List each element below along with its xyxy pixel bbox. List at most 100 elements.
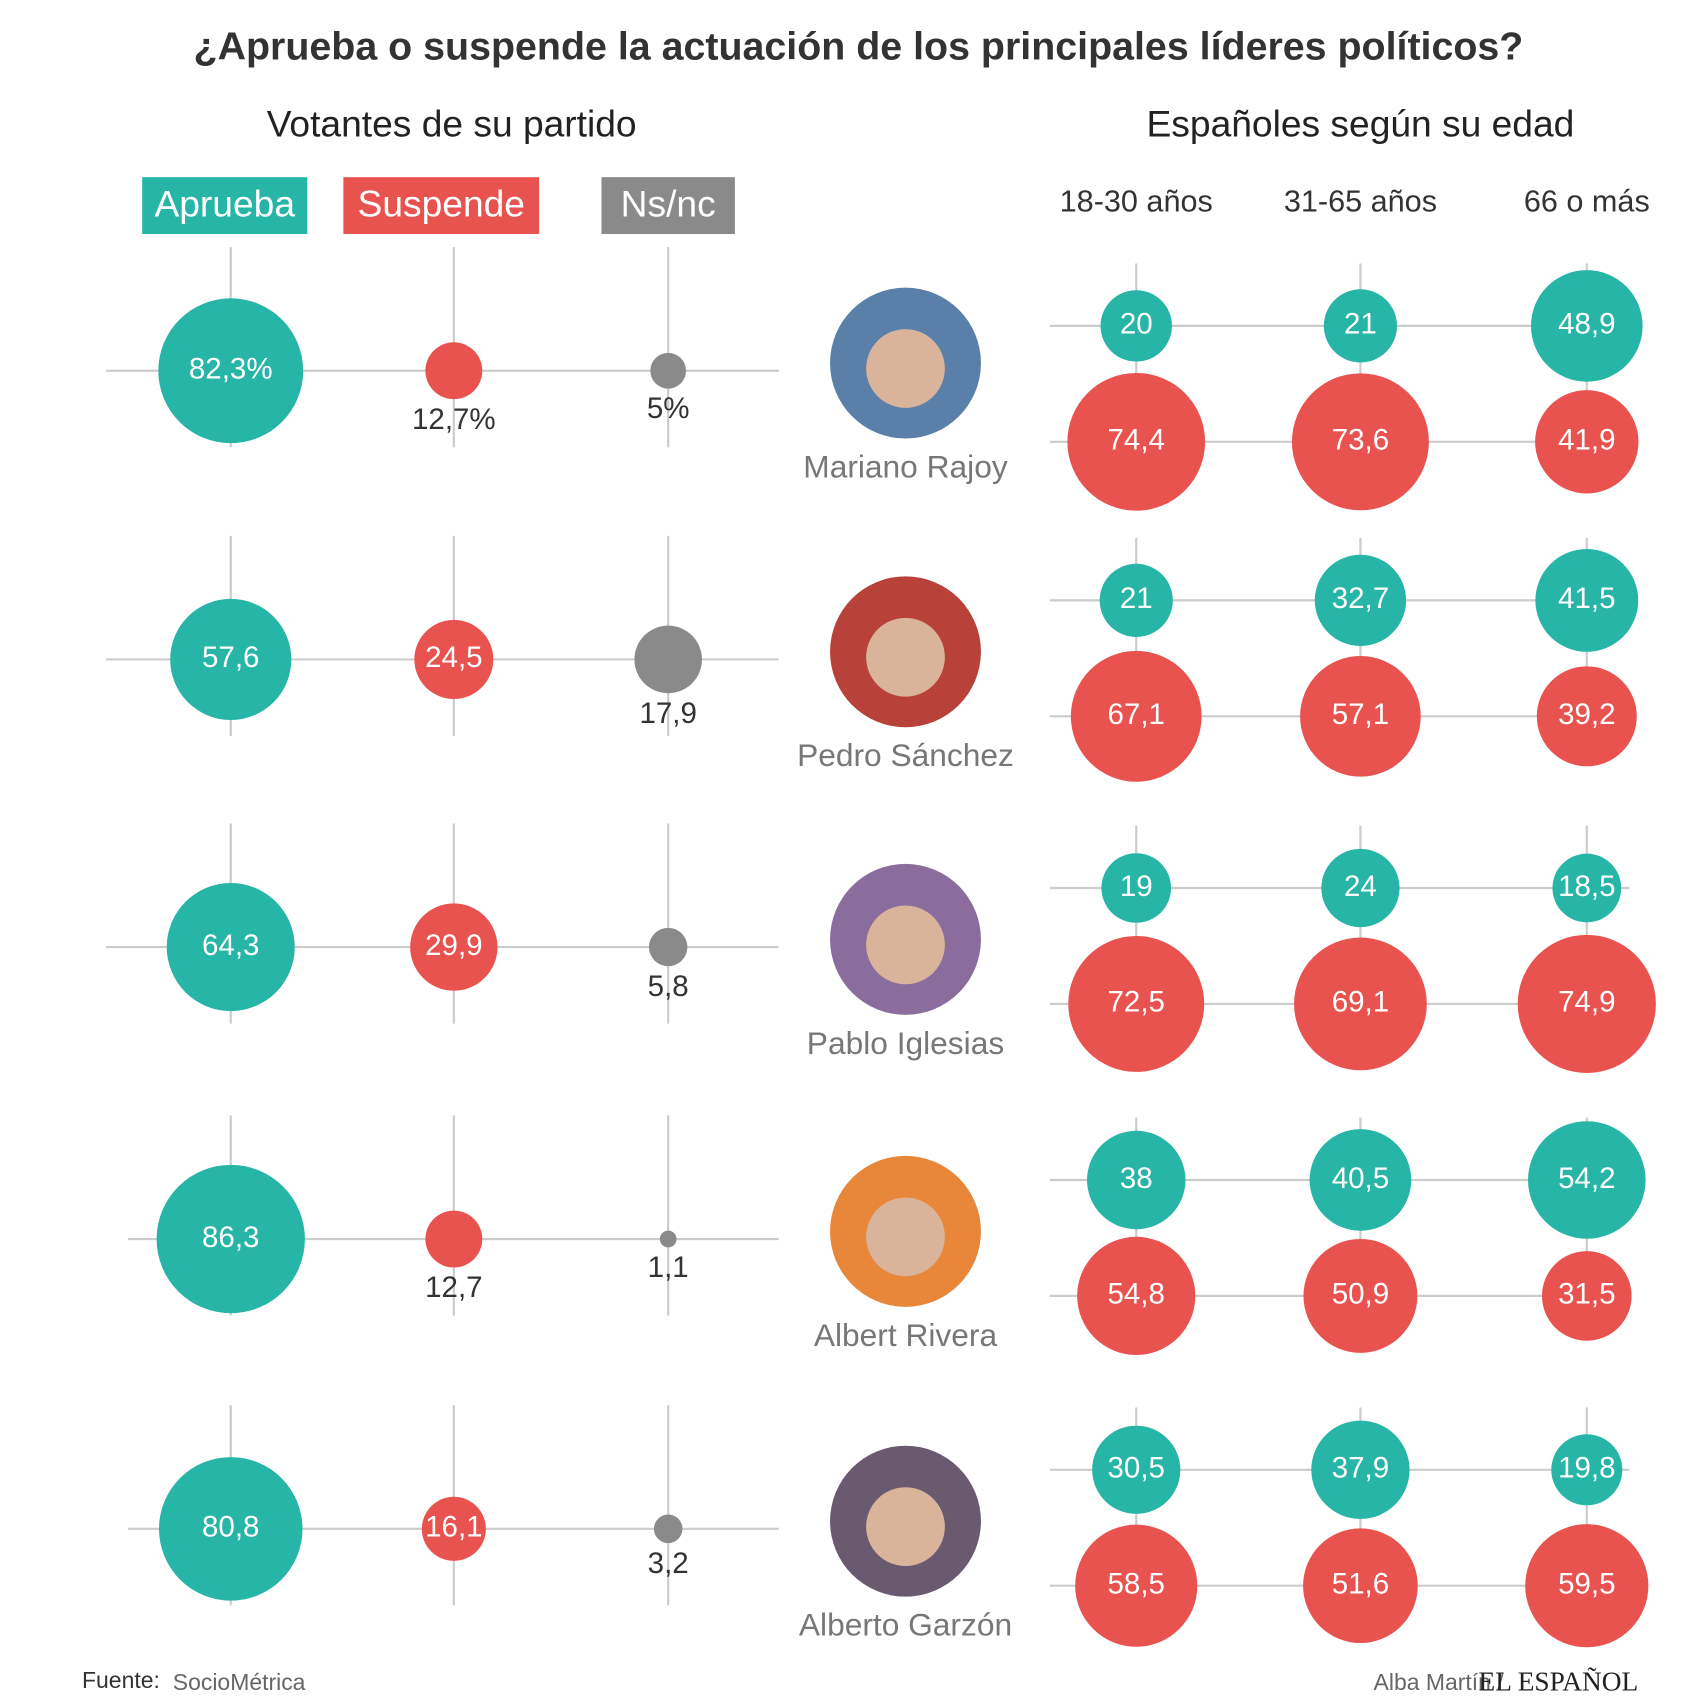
bubble — [1536, 666, 1637, 767]
value-label: 24,5 — [425, 641, 482, 674]
bubble — [1067, 372, 1206, 511]
bubble — [1552, 853, 1622, 923]
value-label: 59,5 — [1558, 1568, 1615, 1601]
value-label: 39,2 — [1558, 698, 1615, 731]
bubble — [1294, 937, 1427, 1071]
bubble — [1321, 848, 1400, 928]
value-label: 3,2 — [648, 1547, 689, 1580]
bubble — [156, 1164, 305, 1314]
bubble — [1535, 390, 1639, 494]
value-label: 41,5 — [1558, 582, 1615, 615]
bubble — [1303, 1238, 1418, 1353]
value-label: 41,9 — [1558, 424, 1615, 457]
value-label: 32,7 — [1332, 582, 1389, 615]
legend-box — [343, 177, 540, 235]
bubble — [1535, 548, 1639, 652]
bubble — [421, 1496, 486, 1561]
value-label: 19,8 — [1558, 1452, 1615, 1485]
value-label: 21 — [1344, 308, 1377, 341]
value-label: 20 — [1120, 308, 1153, 341]
legend-label: Suspende — [358, 183, 525, 225]
publisher: EL ESPAÑOL — [1479, 1666, 1639, 1696]
legend-label: Aprueba — [154, 183, 295, 225]
value-label: 80,8 — [202, 1511, 259, 1544]
value-label: 50,9 — [1332, 1278, 1389, 1311]
bubble — [1077, 1236, 1196, 1356]
bubble — [1517, 934, 1656, 1074]
value-label: 64,3 — [202, 929, 259, 962]
bubble — [1541, 1251, 1632, 1341]
left-title: Votantes de su partido — [267, 103, 637, 145]
value-label: 54,2 — [1558, 1162, 1615, 1195]
bubble — [634, 625, 702, 694]
value-label: 72,5 — [1108, 986, 1165, 1019]
bubble — [1311, 1420, 1410, 1519]
age-header: 66 o más — [1524, 185, 1650, 219]
value-label: 57,6 — [202, 641, 259, 674]
value-label: 16,1 — [425, 1511, 482, 1544]
value-label: 5,8 — [648, 970, 689, 1003]
bubble — [648, 927, 688, 967]
bubble — [1291, 373, 1429, 511]
legend-box — [601, 177, 735, 235]
leader-face — [866, 617, 945, 697]
value-label: 12,7 — [425, 1271, 482, 1304]
value-label: 74,9 — [1558, 986, 1615, 1019]
bubble — [1551, 1434, 1623, 1506]
value-label: 1,1 — [648, 1251, 689, 1284]
value-label: 38 — [1120, 1162, 1153, 1195]
value-label: 24 — [1344, 870, 1377, 903]
bubble — [650, 352, 687, 389]
bubble — [1309, 1129, 1412, 1231]
bubble — [1525, 1524, 1649, 1648]
value-label: 12,7% — [412, 403, 496, 436]
age-header: 31-65 años — [1284, 185, 1437, 219]
bubble — [1100, 290, 1172, 362]
value-label: 74,4 — [1108, 424, 1165, 457]
bubble — [1092, 1425, 1181, 1514]
value-label: 51,6 — [1332, 1568, 1389, 1601]
value-label: 58,5 — [1108, 1568, 1165, 1601]
bubble — [1087, 1130, 1186, 1230]
bubble — [158, 1457, 303, 1601]
leader-name: Albert Rivera — [814, 1317, 998, 1353]
bubble — [1099, 563, 1173, 637]
bubble — [425, 342, 483, 400]
value-label: 73,6 — [1332, 424, 1389, 457]
bubble — [1323, 289, 1398, 363]
value-label: 19 — [1120, 870, 1153, 903]
value-label: 5% — [647, 392, 690, 425]
value-label: 21 — [1120, 582, 1153, 615]
value-label: 82,3% — [189, 353, 273, 386]
bubble — [1314, 554, 1407, 647]
bubble — [425, 1210, 483, 1268]
value-label: 54,8 — [1108, 1278, 1165, 1311]
source-label: Fuente: — [82, 1667, 160, 1693]
bubble — [653, 1514, 683, 1544]
age-header: 18-30 años — [1060, 185, 1213, 219]
right-title: Españoles según su edad — [1147, 103, 1575, 145]
leader-face — [866, 905, 945, 985]
value-label: 18,5 — [1558, 870, 1615, 903]
value-label: 69,1 — [1332, 986, 1389, 1019]
bubble — [1530, 270, 1643, 382]
source: SocioMétrica — [173, 1669, 306, 1695]
bubble — [170, 598, 292, 721]
bubble — [1068, 935, 1205, 1072]
bubble — [1075, 1524, 1198, 1647]
bubble — [659, 1230, 677, 1248]
legend-box — [142, 177, 308, 235]
bubble — [158, 298, 304, 444]
bubble — [1070, 650, 1202, 782]
bubble — [410, 903, 498, 991]
legend-label: Ns/nc — [621, 183, 716, 225]
value-label: 40,5 — [1332, 1162, 1389, 1195]
leader-face — [866, 329, 945, 408]
value-label: 67,1 — [1108, 698, 1165, 731]
value-label: 57,1 — [1332, 698, 1389, 731]
leader-name: Alberto Garzón — [799, 1607, 1012, 1643]
value-label: 86,3 — [202, 1221, 259, 1254]
bubble — [1101, 853, 1172, 923]
